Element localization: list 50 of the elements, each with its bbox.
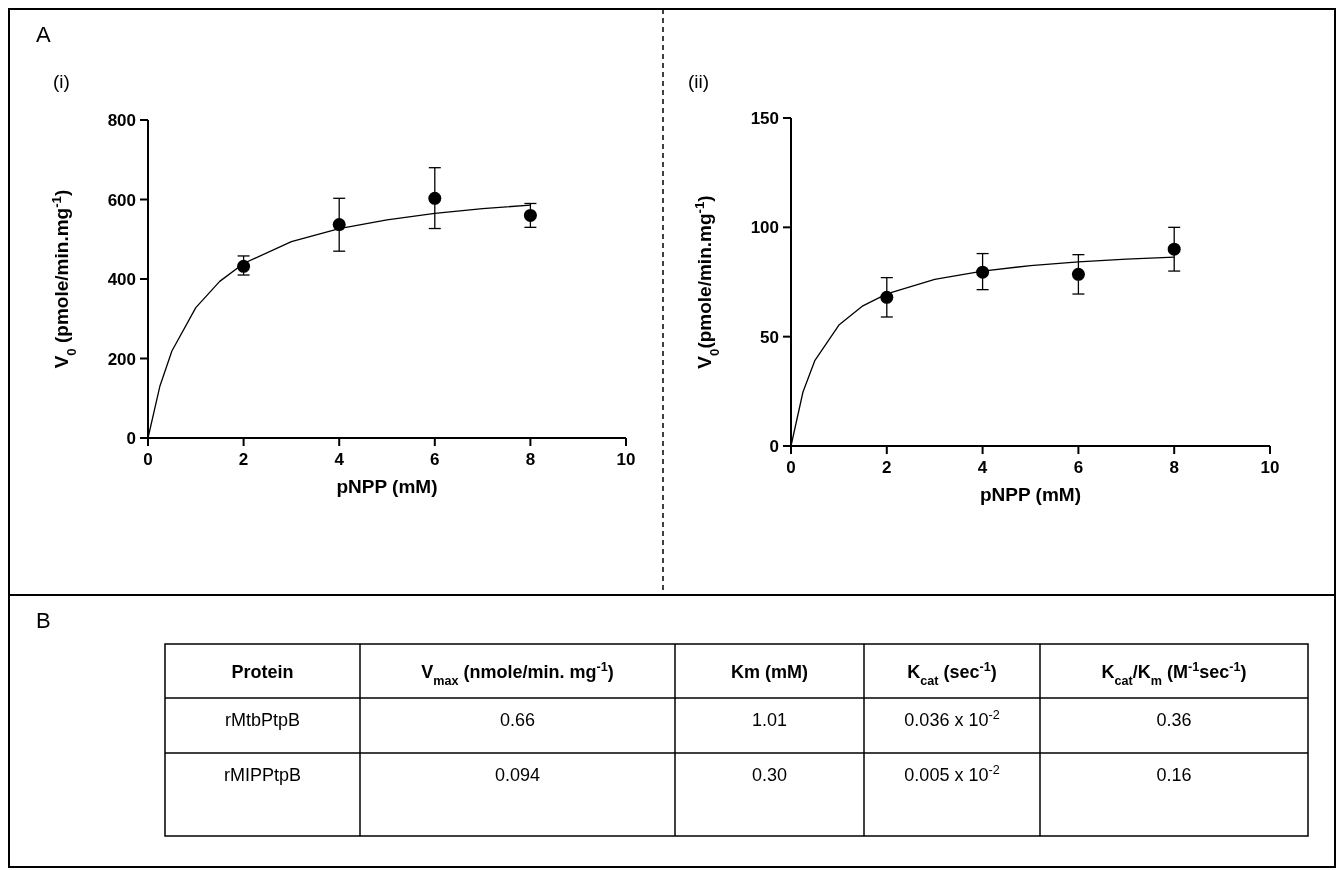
point [428,191,442,205]
x-tick-label: 4 [977,458,988,477]
point [880,290,894,304]
point [1167,242,1181,256]
text: 0.005 x 10$^{-2}$ [904,763,1000,785]
category-label: Protein [231,662,294,682]
point [332,218,346,232]
text: 0.30 [751,765,788,785]
text: B [36,608,51,633]
y-tick-label: 200 [107,349,136,369]
x-tick-label: 4 [334,450,345,469]
x-axis-title: pNPP (mM) [980,484,1081,505]
text: rMIPPtpB [223,765,302,785]
text: 0.036 x 10$^{-2}$ [904,708,1000,730]
y-tick-label: 50 [760,327,779,347]
y-tick-label: 0 [769,437,779,456]
text: 0.36 [1156,710,1192,730]
x-tick-label: 8 [1169,458,1179,477]
text: 1.01 [751,710,788,730]
x-tick-label: 8 [525,450,536,469]
category-label: V$_{max}$ (nmole/min. mg$^{-1}$) [421,660,614,688]
category-label: K$_{cat}$/K$_{m}$ (M$^{-1}$sec$^{-1}$) [1101,660,1247,688]
category-label: K$_{cat}$ (sec$^{-1}$) [907,660,997,688]
y-tick-label: 400 [107,270,136,289]
category-label: Km (mM) [731,662,808,682]
x-tick-label: 10 [616,450,636,469]
x-tick-label: 2 [882,458,892,477]
text: 0.16 [1156,765,1192,785]
point [1071,267,1085,281]
point [237,259,251,273]
text: 0.094 [494,765,541,785]
text: (i) [53,71,70,92]
x-tick-label: 10 [1260,458,1280,477]
x-tick-label: 2 [238,450,249,469]
x-axis-title: pNPP (mM) [336,476,438,497]
text: rMtbPtpB [224,710,301,730]
y-tick-label: 150 [750,109,779,128]
point [976,265,990,279]
x-tick-label: 0 [143,450,153,469]
text: 0.66 [499,710,536,730]
y-tick-label: 600 [107,190,136,210]
text: (ii) [688,71,710,92]
text: A [36,22,51,47]
point [523,208,537,222]
x-tick-label: 0 [786,458,796,477]
y-tick-label: 800 [107,111,136,130]
x-tick-label: 6 [1073,458,1084,477]
x-tick-label: 6 [430,450,440,469]
y-tick-label: 100 [750,218,779,238]
y-tick-label: 0 [126,429,136,448]
